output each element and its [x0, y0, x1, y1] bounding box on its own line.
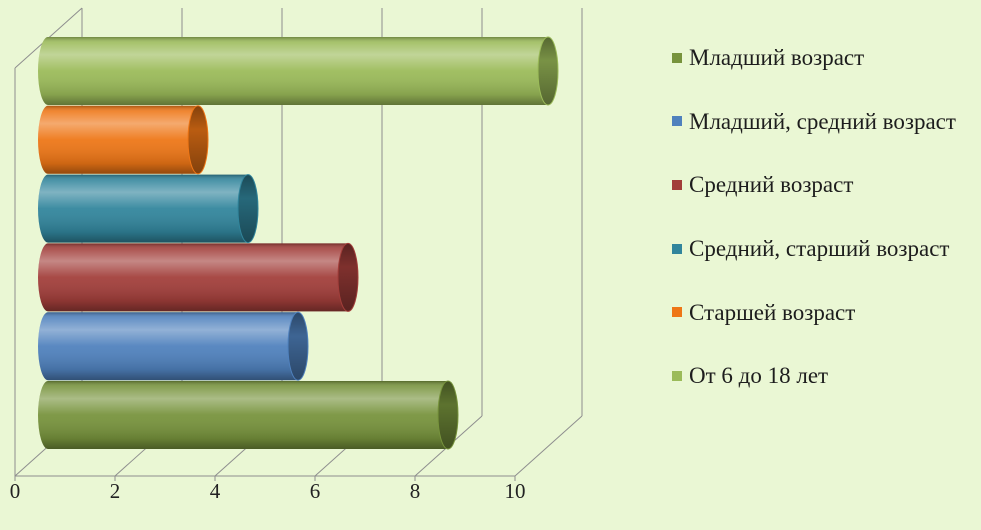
x-tick-label: 4 [210, 479, 221, 503]
legend-label: Средний возраст [689, 172, 854, 198]
x-tick-label: 10 [505, 479, 526, 503]
bar-series-1 [38, 380, 459, 450]
legend-label: От 6 до 18 лет [689, 363, 829, 389]
legend-label: Старшей возраст [689, 299, 856, 325]
legend-marker [672, 116, 682, 127]
legend-item: Старшей возраст [672, 280, 956, 344]
bar-series-3 [38, 242, 359, 312]
legend-marker [672, 243, 682, 254]
bar-series-6 [38, 36, 559, 106]
x-tick-labels: 0 2 4 6 8 10 [10, 479, 526, 503]
legend-item: Средний, старший возраст [672, 217, 956, 281]
legend-item: Младший возраст [672, 26, 956, 90]
legend-marker [672, 179, 682, 190]
legend-label: Младший возраст [689, 45, 865, 71]
legend-marker [672, 52, 682, 63]
x-tick-label: 8 [410, 479, 421, 503]
bar-series-2 [38, 311, 309, 381]
legend-marker [672, 370, 682, 381]
gridlines [14, 7, 583, 481]
x-tick-label: 0 [10, 479, 21, 503]
legend-item: Младший, средний возраст [672, 90, 956, 154]
legend-item: От 6 до 18 лет [672, 344, 956, 408]
legend-item: Средний возраст [672, 153, 956, 217]
legend-label: Средний, старший возраст [689, 236, 950, 262]
chart-legend: Младший возраст Младший, средний возраст… [672, 26, 956, 408]
x-tick-label: 2 [110, 479, 121, 503]
gridline [514, 415, 583, 477]
bars [38, 36, 559, 450]
x-tick-label: 6 [310, 479, 321, 503]
legend-label: Младший, средний возраст [689, 108, 956, 134]
legend-marker [672, 307, 682, 318]
bar-series-4 [38, 174, 259, 244]
bar-series-5 [38, 105, 209, 175]
